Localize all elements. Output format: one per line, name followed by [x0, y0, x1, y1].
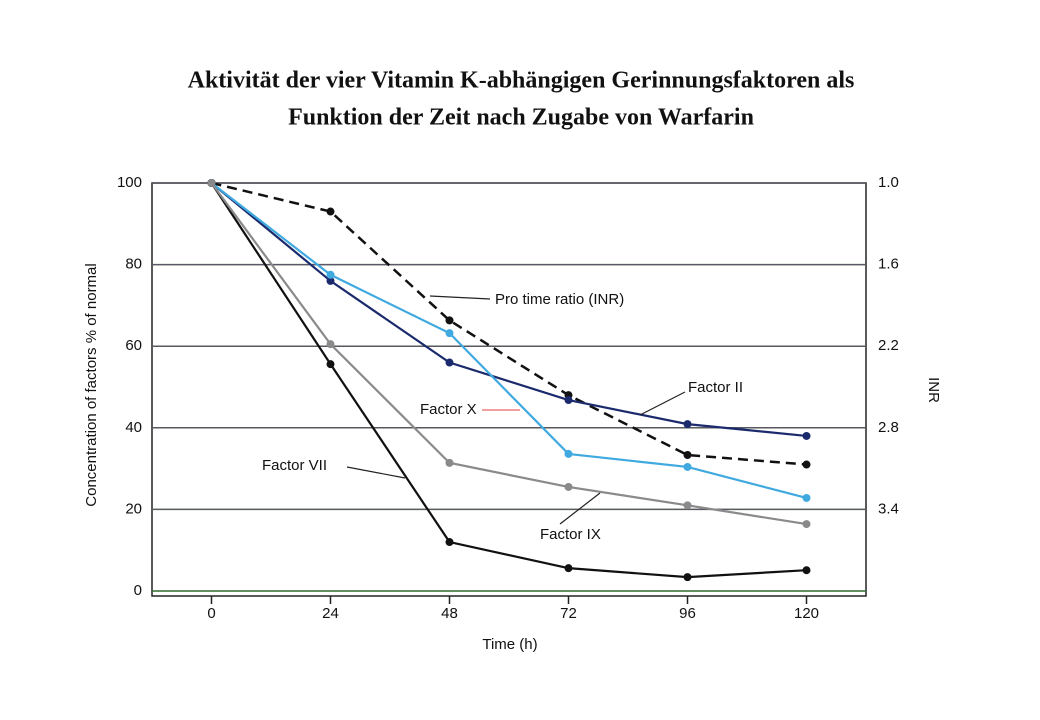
data-point [445, 329, 454, 338]
y2-tick-label: 2.2 [878, 337, 899, 354]
data-point [326, 340, 335, 349]
data-point [564, 449, 573, 458]
y-tick-label: 20 [125, 500, 142, 517]
data-point [564, 482, 573, 491]
plot-frame [151, 182, 867, 597]
chart-title: Funktion der Zeit nach Zugabe von Warfar… [288, 105, 754, 131]
series-line [211, 181, 807, 466]
y2-tick-label: 3.4 [878, 500, 899, 517]
data-point [683, 501, 692, 510]
data-point [326, 360, 335, 369]
data-point [564, 564, 573, 573]
data-point [683, 451, 692, 459]
series-label: Factor IX [540, 526, 601, 543]
y2-tick-label: 2.8 [878, 419, 899, 436]
data-point [445, 538, 454, 547]
y2-tick-label: 1.6 [878, 256, 899, 273]
y-tick-label: 100 [117, 174, 142, 191]
x-tick-label: 72 [560, 605, 577, 622]
y-axis-label: Concentration of factors % of normal [83, 263, 100, 506]
label-leader [346, 466, 406, 479]
data-point [326, 207, 335, 216]
y-tick-label: 0 [134, 582, 142, 599]
y-tick-label: 80 [125, 256, 142, 273]
x-tick-label: 96 [679, 605, 696, 622]
data-point [445, 358, 454, 367]
series-label: Factor II [688, 379, 743, 396]
data-point [683, 573, 692, 582]
label-leader [429, 295, 491, 300]
data-point [802, 493, 811, 502]
data-point [802, 520, 811, 529]
label-leader [559, 492, 601, 525]
x-tick-label: 24 [322, 605, 339, 622]
y-tick-label: 60 [125, 337, 142, 354]
series-line [210, 182, 807, 438]
series-label: Pro time ratio (INR) [495, 291, 624, 308]
series-line [210, 182, 807, 526]
series-line [210, 182, 807, 500]
data-point [802, 431, 811, 440]
x-tick-label: 120 [794, 605, 819, 622]
x-tick-label: 48 [441, 605, 458, 622]
y-tick-label: 40 [125, 419, 142, 436]
chart-title: Aktivität der vier Vitamin K-abhängigen … [188, 68, 855, 94]
series-label: Factor X [420, 401, 477, 418]
data-point [207, 179, 216, 187]
series-line [210, 182, 807, 579]
x-tick-label: 0 [207, 605, 215, 622]
y2-axis-label: INR [925, 377, 942, 403]
data-point [802, 566, 811, 575]
data-point [683, 462, 692, 471]
data-point [326, 270, 335, 279]
series-label: Factor VII [262, 457, 327, 474]
data-point [564, 396, 573, 405]
data-point [326, 276, 335, 285]
data-point [445, 316, 454, 325]
x-axis-label: Time (h) [482, 636, 537, 653]
data-point [683, 420, 692, 429]
y2-tick-label: 1.0 [878, 174, 899, 191]
label-leader [639, 391, 686, 416]
data-point [802, 460, 811, 469]
data-point [445, 458, 454, 467]
